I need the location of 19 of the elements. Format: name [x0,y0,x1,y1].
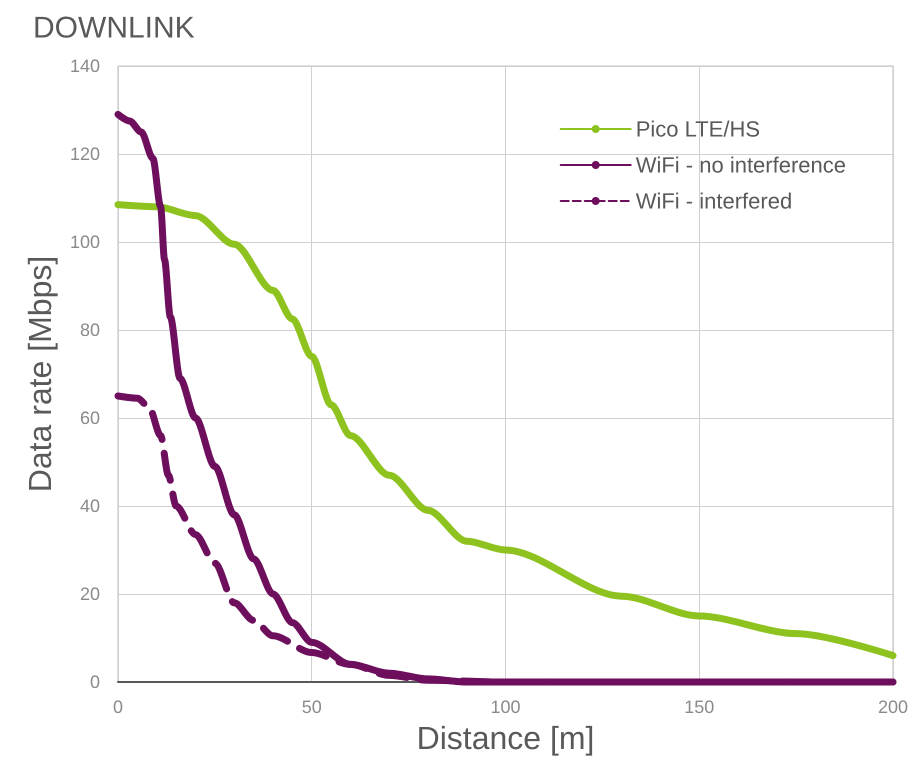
y-tick-label: 80 [80,320,100,340]
y-tick-label: 60 [80,408,100,428]
legend-label: WiFi - interfered [636,188,792,214]
y-tick-label: 100 [70,232,100,252]
y-tick-label: 20 [80,584,100,604]
x-tick-label: 150 [684,697,714,717]
x-tick-label: 100 [490,697,521,717]
y-axis-title: Data rate [Mbps] [22,256,58,492]
x-tick-label: 50 [302,697,322,717]
x-axis-title: Distance [m] [416,720,594,756]
y-tick-label: 0 [90,672,100,692]
y-tick-label: 140 [70,56,100,76]
y-tick-label: 40 [80,496,100,516]
legend-label: WiFi - no interference [636,152,846,178]
y-tick-label: 120 [70,144,100,164]
x-tick-label: 200 [878,697,908,717]
x-tick-label: 0 [112,697,124,717]
legend-label: Pico LTE/HS [636,116,760,142]
chart-title: DOWNLINK [33,12,195,44]
